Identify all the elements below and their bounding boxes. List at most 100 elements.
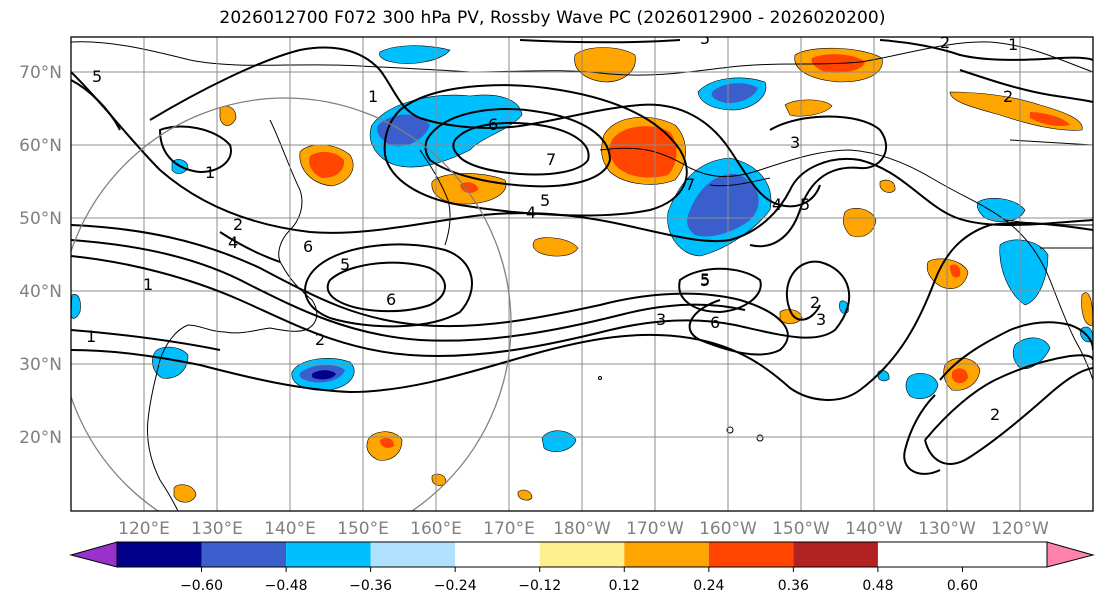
neg-anomaly <box>687 174 759 237</box>
lon-tick-label: 130°E <box>191 519 243 539</box>
pos-anomaly <box>1030 112 1070 127</box>
pv-contours <box>71 39 1093 475</box>
lon-tick-label: 140°W <box>845 519 903 539</box>
contour-label: 3 <box>790 133 800 152</box>
contour-label: 7 <box>546 150 556 169</box>
contour-label: 2 <box>233 215 243 234</box>
lon-tick-label: 120°W <box>991 519 1049 539</box>
neg-anomaly <box>312 370 336 380</box>
colorbar-bin <box>201 542 287 567</box>
pos-anomaly <box>779 309 803 324</box>
contour-label: 2 <box>940 33 950 52</box>
neg-anomaly <box>905 372 939 399</box>
lat-tick-label: 20°N <box>19 428 62 448</box>
lon-tick-label: 170°W <box>626 519 684 539</box>
pos-anomaly <box>173 484 197 503</box>
longitude-axis: 120°E 130°E 140°E 150°E 160°E 170°E 180°… <box>118 519 1049 539</box>
pos-anomaly <box>517 489 533 501</box>
contour-label: 1 <box>368 87 378 106</box>
map-frame <box>70 36 1094 512</box>
pos-anomaly <box>952 368 968 384</box>
contour-label: 6 <box>710 313 720 332</box>
colorbar-bin <box>455 542 540 567</box>
contour-label: 2 <box>315 330 325 349</box>
contour-label: 5 <box>700 271 710 290</box>
lat-tick-label: 50°N <box>19 209 62 229</box>
contour-label: 5 <box>340 255 350 274</box>
lon-tick-label: 150°W <box>772 519 830 539</box>
colorbar-tick-label: −0.60 <box>180 578 223 594</box>
colorbar-extend-low <box>69 541 118 568</box>
contour-label: 2 <box>990 405 1000 424</box>
contour-label: 6 <box>386 290 396 309</box>
colorbar-bin <box>708 542 794 567</box>
colorbar-extend-high <box>1046 541 1095 568</box>
contour-label: 6 <box>303 237 313 256</box>
contour-label: 1 <box>205 163 215 182</box>
contour-label: 1 <box>86 327 96 346</box>
contour-label: 2 <box>810 293 820 312</box>
neg-anomaly <box>152 346 189 379</box>
contour-label: 5 <box>700 270 710 289</box>
colorbar-tick-label: 0.60 <box>947 578 978 594</box>
contour-label: 5 <box>540 191 550 210</box>
contour-label: 5 <box>92 67 102 86</box>
contour-label: 3 <box>816 310 826 329</box>
colorbar-tick-label: 0.12 <box>609 578 640 594</box>
lat-tick-label: 70°N <box>19 63 62 83</box>
neg-anomaly <box>71 294 81 319</box>
contour-label: 3 <box>656 310 666 329</box>
pos-anomaly <box>1081 292 1093 326</box>
lon-tick-label: 170°E <box>483 519 535 539</box>
pos-anomaly <box>309 151 345 178</box>
reference-circle <box>71 97 512 511</box>
contour-label: 2 <box>1003 87 1013 106</box>
lon-tick-label: 180°W <box>553 519 611 539</box>
pos-anomaly <box>609 126 677 178</box>
colorbar-bin <box>539 542 625 567</box>
neg-anomaly <box>541 430 577 453</box>
lon-tick-label: 160°W <box>699 519 757 539</box>
colorbar-tick-label: 0.24 <box>693 578 724 594</box>
contour-label: 5 <box>700 29 710 48</box>
pos-anomaly <box>380 438 395 448</box>
lon-tick-label: 130°W <box>918 519 976 539</box>
colorbar-bin <box>624 542 709 567</box>
pos-anomaly <box>879 179 896 193</box>
colorbar-bin <box>370 542 456 567</box>
contour-label: 1 <box>1008 35 1018 54</box>
colorbar-tick-label: −0.48 <box>265 578 308 594</box>
colorbar-tick-label: −0.24 <box>434 578 477 594</box>
colorbar: −0.60 −0.48 −0.36 −0.24 −0.12 0.12 0.24 0.36 0.4… <box>69 541 1095 594</box>
contour-label: 4 <box>772 195 782 214</box>
lon-tick-label: 150°E <box>337 519 389 539</box>
neg-anomaly <box>711 83 758 104</box>
lon-tick-label: 160°E <box>410 519 462 539</box>
pos-anomaly <box>460 182 478 193</box>
colorbar-bin <box>117 542 202 567</box>
pv-contour-labels: 5 1 6 7 5 4 7 5 4 5 2 4 6 5 6 1 1 2 5 6 … <box>86 29 1018 424</box>
colorbar-tick-label: −0.12 <box>518 578 561 594</box>
contour-label: 6 <box>488 115 498 134</box>
colorbar-bin <box>286 542 371 567</box>
lon-tick-label: 120°E <box>118 519 170 539</box>
pos-anomaly <box>843 207 877 238</box>
contour-label: 7 <box>685 175 695 194</box>
colorbar-frame <box>116 541 1048 568</box>
colorbar-tick-label: −0.36 <box>349 578 392 594</box>
pv-anomaly-shading <box>71 45 1093 503</box>
lat-tick-label: 60°N <box>19 136 62 156</box>
lon-tick-label: 140°E <box>264 519 316 539</box>
colorbar-tick-label: 0.48 <box>862 578 893 594</box>
colorbar-tick-label: 0.36 <box>778 578 809 594</box>
chart-title: 2026012700 F072 300 hPa PV, Rossby Wave … <box>219 8 886 28</box>
pos-anomaly <box>532 237 579 257</box>
pos-anomaly <box>784 99 833 117</box>
latitude-axis: 70°N 60°N 50°N 40°N 30°N 20°N <box>19 63 62 448</box>
lat-tick-label: 30°N <box>19 355 62 375</box>
contour-label: 4 <box>228 233 238 252</box>
neg-anomaly <box>379 45 451 64</box>
lat-tick-label: 40°N <box>19 282 62 302</box>
contour-label: 1 <box>143 275 153 294</box>
